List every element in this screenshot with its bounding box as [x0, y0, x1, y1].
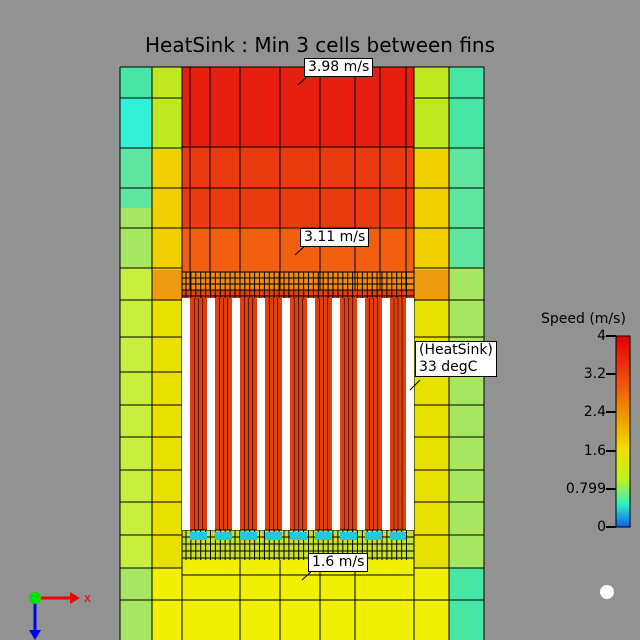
fin	[406, 298, 414, 530]
legend-tick: 3.2	[583, 366, 606, 382]
legend-colorbar	[615, 335, 631, 528]
fin	[382, 298, 390, 530]
axis-origin	[29, 592, 41, 604]
fin	[282, 298, 290, 530]
y-axis-arrowhead	[29, 630, 41, 640]
callout-heatsink-temp: 33 degC	[419, 359, 478, 375]
fin	[307, 298, 315, 530]
legend-tick: 2.4	[583, 404, 606, 420]
fin	[332, 298, 340, 530]
callout-bottom-speed: 1.6 m/s	[308, 553, 369, 572]
legend-tick: 0	[597, 519, 606, 535]
callout-heatsink: (HeatSink) 33 degC	[415, 341, 497, 377]
callout-top-speed: 3.98 m/s	[304, 58, 374, 77]
legend-title: Speed (m/s)	[541, 311, 626, 327]
plot-title: HeatSink : Min 3 cells between fins	[144, 33, 496, 57]
x-axis-label: x	[84, 591, 91, 605]
fin-region	[182, 290, 414, 530]
heatsink-fins	[182, 298, 414, 540]
probe-marker	[600, 585, 614, 599]
fin	[232, 298, 240, 530]
fin	[257, 298, 265, 530]
legend-tick: 1.6	[583, 443, 606, 459]
callout-mid-speed: 3.11 m/s	[300, 228, 370, 247]
upper-channel	[182, 67, 414, 147]
fin	[357, 298, 365, 530]
fin	[207, 298, 215, 530]
legend-tick: 4	[597, 328, 606, 344]
callout-heatsink-name: (HeatSink)	[419, 342, 493, 358]
x-axis-arrowhead	[70, 592, 80, 604]
legend-tick: 0.799	[565, 481, 606, 497]
fin	[182, 298, 190, 530]
